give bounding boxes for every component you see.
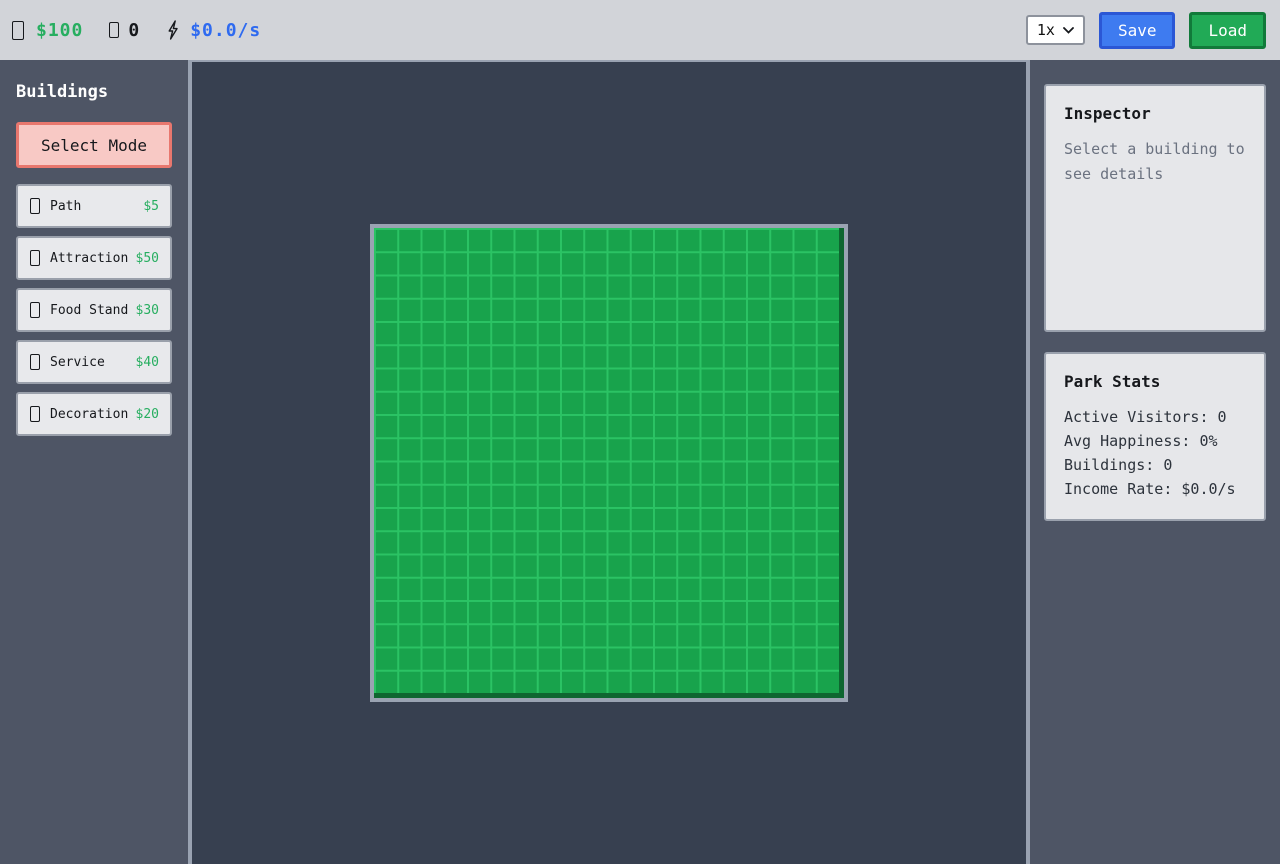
buildings-sidebar: Buildings Select Mode Path $5 Attraction $5… (0, 60, 188, 864)
inspector-title: Inspector (1064, 104, 1151, 123)
chevron-down-icon (1063, 26, 1074, 34)
building-price: $5 (143, 198, 159, 214)
park-grid[interactable] (374, 228, 839, 693)
buildings-title: Buildings (16, 82, 109, 102)
building-item-food-stand[interactable]: Food Stand $30 (16, 288, 172, 332)
money-value: $100 (36, 19, 84, 41)
stats-line: Active Visitors: 0 (1064, 408, 1227, 426)
building-name: Path (50, 198, 82, 214)
building-item-service[interactable]: Service $40 (16, 340, 172, 384)
select-mode-button[interactable]: Select Mode (16, 122, 172, 168)
money-icon (12, 20, 24, 40)
building-name: Attraction (50, 250, 129, 266)
speed-select[interactable]: 1x (1025, 15, 1085, 45)
speed-select-value: 1x (1036, 21, 1055, 39)
building-price: $50 (135, 250, 159, 266)
stats-line: Income Rate: $0.0/s (1064, 480, 1236, 498)
building-item-decoration[interactable]: Decoration $20 (16, 392, 172, 436)
game-canvas-area (188, 60, 1030, 864)
inspector-panel: Inspector Select a building to see detai… (1044, 84, 1266, 332)
main-layout: Buildings Select Mode Path $5 Attraction $5… (0, 60, 1280, 864)
save-button[interactable]: Save (1098, 11, 1176, 49)
visitors-stat: 0 (109, 20, 140, 41)
building-icon (30, 250, 40, 266)
topbar-actions: 1x Save Load (1025, 11, 1266, 49)
info-sidebar: Inspector Select a building to see detai… (1030, 60, 1280, 864)
visitors-icon (109, 22, 120, 38)
building-item-path[interactable]: Path $5 (16, 184, 172, 228)
building-icon (30, 198, 40, 214)
building-price: $20 (135, 406, 159, 422)
park-grid-frame (370, 224, 848, 702)
building-name: Food Stand (50, 302, 129, 318)
income-stat: $0.0/s (166, 20, 261, 41)
money-stat: $100 (12, 20, 83, 41)
park-stats-title: Park Stats (1064, 372, 1161, 391)
building-price: $40 (135, 354, 159, 370)
building-icon (30, 302, 40, 318)
building-list: Path $5 Attraction $50 Food Stand $30 Service $… (16, 184, 172, 436)
topbar: $100 0 $0.0/s 1x Save Load (0, 0, 1280, 60)
stats-line: Avg Happiness: 0% (1064, 432, 1218, 450)
building-item-attraction[interactable]: Attraction $50 (16, 236, 172, 280)
visitors-value: 0 (128, 19, 141, 41)
load-button[interactable]: Load (1189, 11, 1266, 49)
stats-line: Buildings: 0 (1064, 456, 1173, 474)
building-name: Decoration (50, 406, 129, 422)
building-name: Service (50, 354, 105, 370)
building-price: $30 (135, 302, 159, 318)
building-icon (30, 354, 40, 370)
income-value: $0.0/s (190, 19, 262, 41)
building-icon (30, 406, 40, 422)
park-stats-list: Active Visitors: 0 Avg Happiness: 0% Build… (1064, 405, 1246, 501)
inspector-placeholder: Select a building to see details (1064, 140, 1245, 183)
lightning-icon (166, 20, 180, 40)
park-stats-panel: Park Stats Active Visitors: 0 Avg Happine… (1044, 352, 1266, 521)
